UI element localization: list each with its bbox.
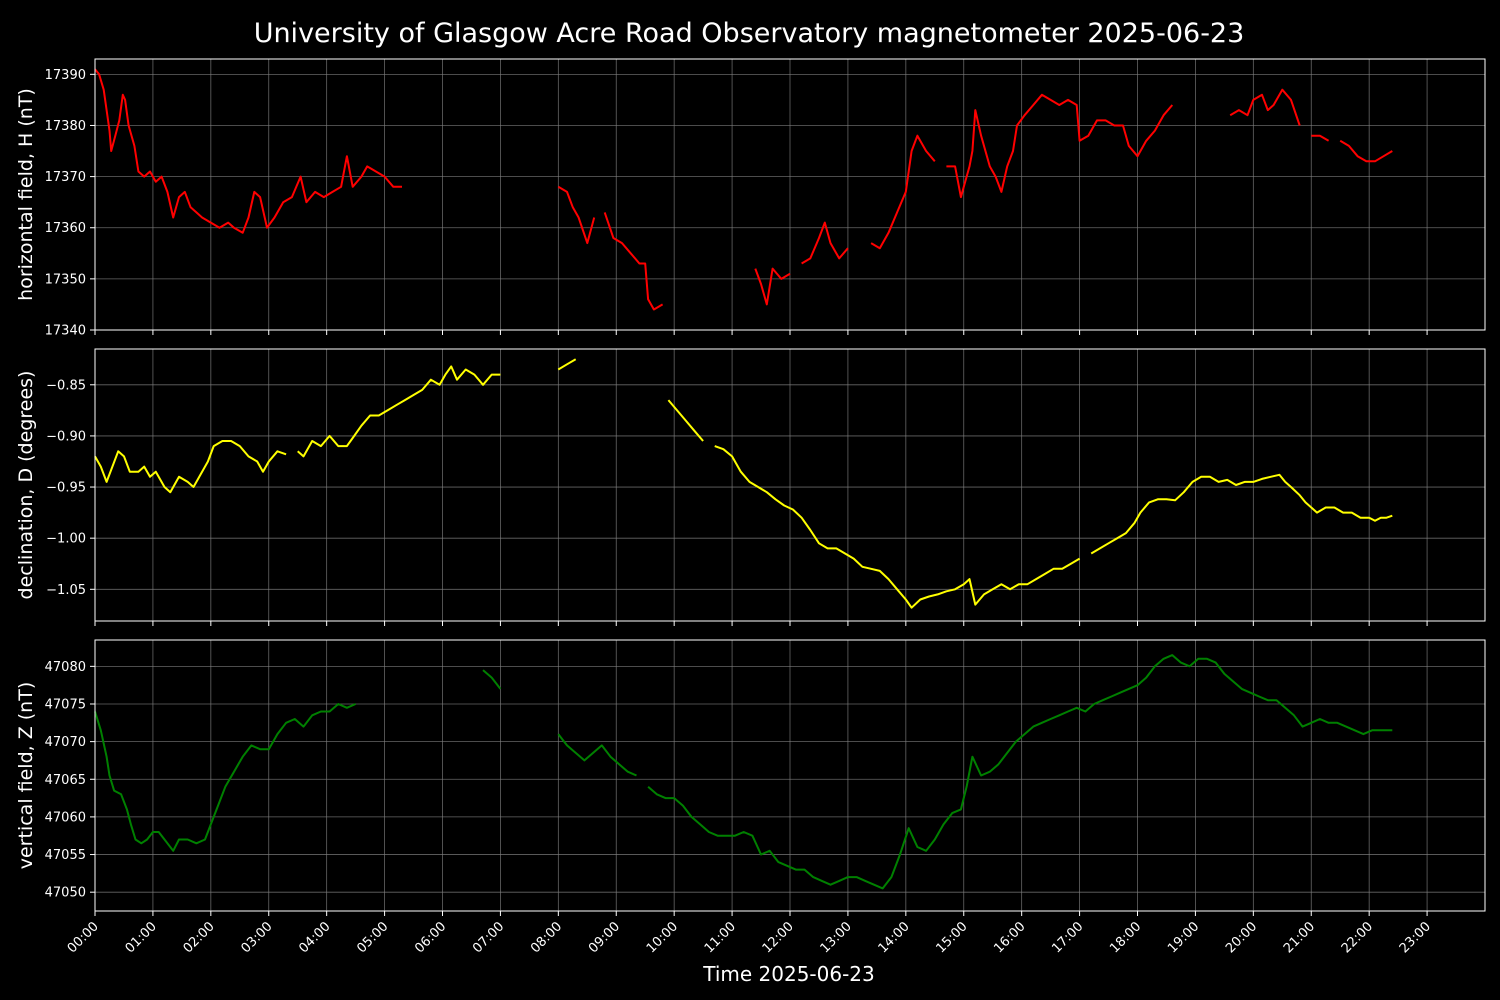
- horizontal-field-series-line: [94, 68, 1393, 311]
- y-tick-label: 47055: [45, 848, 86, 863]
- y-tick-label: 17340: [45, 324, 86, 339]
- chart-title: University of Glasgow Acre Road Observat…: [254, 18, 1245, 49]
- x-tick-label: 23:00: [1397, 919, 1434, 956]
- x-tick-label: 16:00: [991, 919, 1028, 956]
- x-tick-label: 07:00: [470, 919, 507, 956]
- x-tick-label: 15:00: [933, 919, 970, 956]
- x-tick-label: 21:00: [1281, 919, 1318, 956]
- x-axis-label: Time 2025-06-23: [702, 962, 875, 986]
- vertical-field-panel: 47050 47055 47060 47065 47070 47075 47080 verti…: [15, 639, 1486, 916]
- x-tick-label: 05:00: [354, 919, 391, 956]
- declination-panel: −1.05 −1.00 −0.95 −0.90 −0.85 declination, D …: [15, 348, 1486, 626]
- y-tick-label: −1.05: [46, 583, 86, 598]
- y-tick-label: 47065: [45, 773, 86, 788]
- y-tick-label: 17370: [45, 170, 86, 185]
- x-tick-label: 22:00: [1339, 919, 1376, 956]
- declination-series-line: [94, 358, 1393, 609]
- y-tick-label: −0.90: [46, 429, 86, 444]
- x-tick-label: 01:00: [123, 919, 160, 956]
- x-tick-label: 14:00: [876, 919, 913, 956]
- y-tick-label: 47075: [45, 697, 86, 712]
- x-tick-label: 03:00: [238, 919, 275, 956]
- x-tick-label: 18:00: [1107, 919, 1144, 956]
- y-tick-label: −0.85: [46, 378, 86, 393]
- x-tick-label: 10:00: [644, 919, 681, 956]
- y-tick-label: 47070: [45, 735, 86, 750]
- vertical-field-series-line: [94, 654, 1393, 890]
- horizontal-field-panel: 17340 17350 17360 17370 17380 17390 horizontal…: [15, 58, 1486, 339]
- x-tick-label: 04:00: [296, 919, 333, 956]
- y-tick-label: 47080: [45, 660, 86, 675]
- y-tick-label: −1.00: [46, 532, 86, 547]
- declination-y-label: declination, D (degrees): [15, 371, 37, 600]
- y-tick-label: 17350: [45, 272, 86, 287]
- x-tick-label: 11:00: [702, 919, 739, 956]
- x-tick-label: 13:00: [818, 919, 855, 956]
- y-tick-label: 17390: [45, 68, 86, 83]
- horizontal-field-y-label: horizontal field, H (nT): [15, 88, 37, 301]
- y-tick-label: 17380: [45, 119, 86, 134]
- vertical-field-y-label: vertical field, Z (nT): [15, 682, 37, 870]
- y-tick-label: 47060: [45, 810, 86, 825]
- x-tick-label: 08:00: [528, 919, 565, 956]
- x-tick-label: 17:00: [1049, 919, 1086, 956]
- y-tick-label: 17360: [45, 221, 86, 236]
- y-tick-label: −0.95: [46, 481, 86, 496]
- x-tick-label: 09:00: [586, 919, 623, 956]
- x-tick-label: 12:00: [760, 919, 797, 956]
- x-tick-label: 19:00: [1165, 919, 1202, 956]
- x-tick-label: 20:00: [1223, 919, 1260, 956]
- x-tick-label: 02:00: [181, 919, 218, 956]
- y-tick-label: 47050: [45, 886, 86, 901]
- x-tick-label: 06:00: [412, 919, 449, 956]
- x-tick-label: 00:00: [65, 919, 102, 956]
